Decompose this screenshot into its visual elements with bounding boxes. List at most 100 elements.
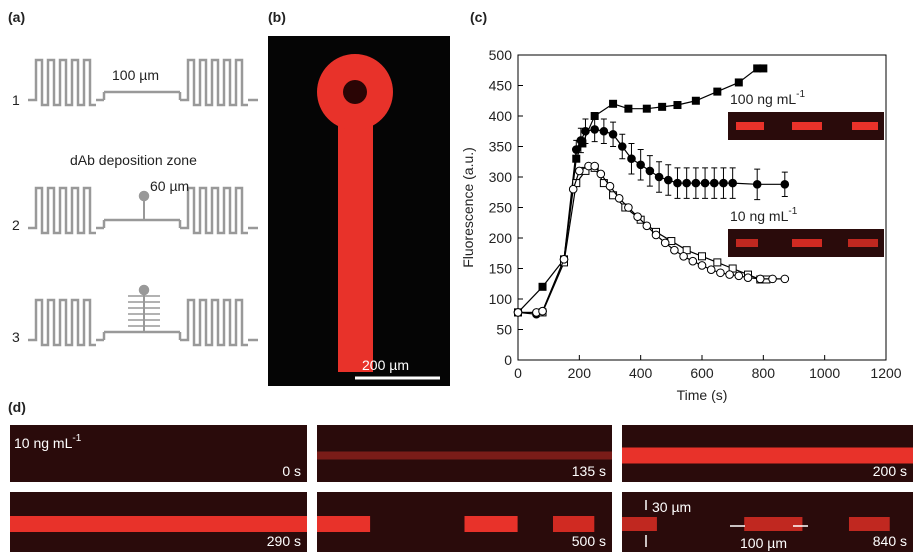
marker (734, 271, 744, 281)
arrows (645, 500, 808, 547)
marker (670, 245, 679, 255)
spot (138, 284, 150, 296)
time-label: 0 s (282, 463, 301, 479)
height-label: 30 µm (652, 499, 691, 515)
y-axis-label: Fluorescence (a.u.) (460, 147, 476, 268)
marker (605, 181, 615, 191)
spot (138, 190, 150, 202)
x-tick-label: 200 (568, 365, 592, 381)
inset-band (736, 122, 764, 130)
inset-band (792, 122, 822, 130)
marker (599, 126, 609, 136)
marker (768, 274, 777, 284)
y-tick-label: 200 (489, 230, 513, 246)
marker (759, 64, 768, 73)
channel (28, 186, 96, 235)
row-label: 3 (12, 329, 20, 345)
marker (663, 175, 673, 185)
chart: 0 200 400 600 800 1000 1200 0 50 100 150 200 250 300 3… (460, 47, 902, 403)
marker (581, 126, 590, 136)
strip-band (622, 447, 913, 464)
plot-frame (517, 54, 887, 361)
inset-band (792, 239, 822, 247)
marker (633, 212, 642, 221)
y-tick-label: 300 (489, 169, 513, 185)
marker (617, 142, 627, 151)
y-tick-label: 150 (489, 261, 513, 277)
x-axis-label: Time (s) (677, 387, 728, 403)
width-label: 100 µm (112, 67, 159, 83)
time-label: 135 s (572, 463, 606, 479)
marker (713, 258, 722, 267)
marker (513, 308, 523, 317)
strip-band (317, 516, 371, 532)
scale-label: 200 µm (362, 357, 409, 373)
marker (706, 265, 716, 275)
strip-images: 0 s 135 s 200 s 290 s 500 s 840 s 10 ng mL-1 30… (10, 425, 913, 552)
marker (679, 251, 688, 261)
strip-band (464, 516, 518, 532)
marker (576, 136, 586, 145)
marker (780, 274, 790, 284)
marker (716, 268, 725, 278)
x-tick-label: 800 (752, 365, 776, 381)
x-tick-label: 600 (690, 365, 714, 381)
panel-label: (b) (268, 9, 286, 25)
marker (571, 145, 581, 154)
y-tick-label: 400 (489, 108, 513, 124)
marker (752, 180, 762, 189)
panel-label: (a) (8, 9, 25, 25)
x-tick-label: 400 (629, 365, 653, 381)
series-line (518, 165, 785, 314)
marker (609, 99, 618, 108)
y-tick-label: 250 (489, 200, 513, 216)
marker (614, 194, 624, 203)
strip-band (622, 517, 657, 531)
marker (719, 178, 728, 188)
y-tick-label: 450 (489, 78, 513, 94)
marker (575, 166, 584, 176)
x-tick-label: 1000 (809, 365, 840, 381)
strip-band (848, 517, 890, 531)
y-tick-label: 350 (489, 139, 513, 155)
annotation: 10 ng mL-1 (14, 433, 82, 451)
marker (728, 178, 737, 188)
strip-band (317, 451, 612, 460)
marker (725, 270, 734, 279)
marker (691, 96, 700, 105)
inset-band (848, 239, 878, 247)
marker (590, 125, 599, 134)
marker (688, 256, 698, 266)
marker (698, 252, 706, 261)
marker (660, 238, 670, 248)
marker (709, 178, 719, 188)
marker (697, 261, 707, 270)
marker (636, 160, 645, 170)
marker (590, 161, 599, 171)
y-tick-label: 500 (489, 47, 513, 63)
y-tick-label: 100 (489, 291, 513, 307)
marker (734, 78, 743, 87)
time-label: 200 s (873, 463, 907, 479)
channel (180, 298, 248, 347)
marker (596, 169, 606, 179)
strip-band (10, 516, 307, 532)
marker (658, 102, 667, 111)
panel-label: (d) (8, 399, 26, 415)
marker (627, 154, 636, 163)
annotation: 10 ng mL-1 (730, 206, 798, 224)
zone-width: 60 µm (150, 178, 189, 194)
marker (673, 178, 682, 188)
channel (180, 58, 248, 107)
marker (642, 104, 651, 113)
marker (608, 130, 618, 139)
marker (755, 274, 765, 284)
strip-image (10, 425, 307, 482)
marker (559, 255, 569, 264)
channel (28, 298, 96, 347)
marker (682, 178, 691, 188)
marker (691, 178, 701, 188)
chip-diagram (28, 58, 258, 347)
y-tick-label: 0 (504, 352, 512, 368)
